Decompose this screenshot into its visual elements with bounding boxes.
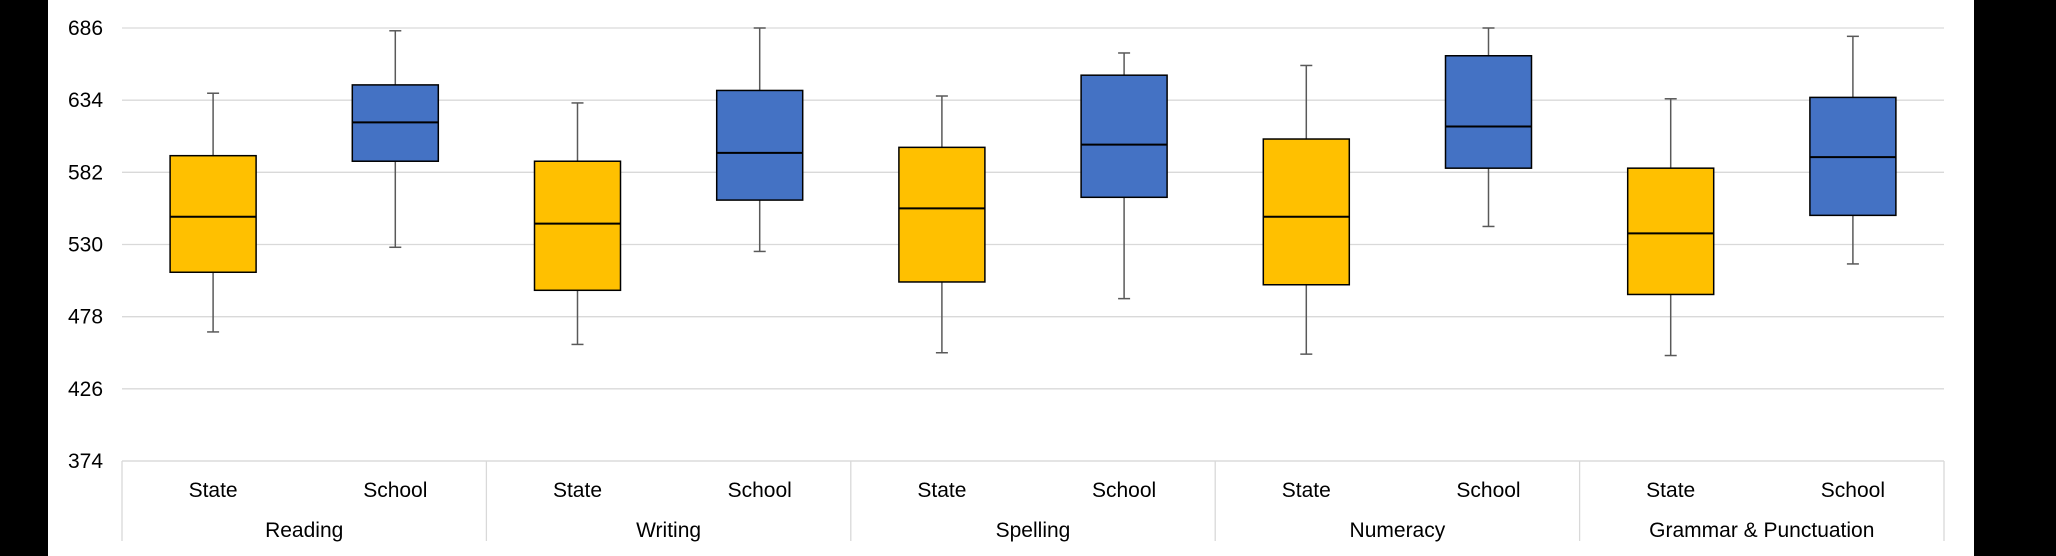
iqr-box [1444, 55, 1533, 169]
group-label: Grammar & Punctuation [1649, 519, 1874, 542]
box-grammar-punctuation-school [1809, 35, 1897, 265]
series-label-state: State [917, 479, 966, 502]
iqr-box [533, 160, 622, 292]
series-label-state: State [189, 479, 238, 502]
box-reading-school [351, 30, 440, 249]
iqr-box [169, 154, 257, 274]
series-label-state: State [553, 479, 602, 502]
box-grammar-punctuation-state [1626, 98, 1715, 357]
group-label: Numeracy [1350, 519, 1446, 542]
category-axis: Reading State School Writing State School Spel… [121, 460, 1945, 542]
series-label-state: State [1282, 479, 1331, 502]
iqr-box [898, 146, 986, 283]
box-writing-school [715, 27, 804, 253]
y-tick-label: 530 [68, 234, 103, 257]
series-label-school: School [1456, 479, 1520, 502]
iqr-box [715, 89, 804, 201]
series-label-school: School [363, 479, 427, 502]
box-numeracy-school [1444, 27, 1533, 228]
iqr-box [1626, 167, 1715, 296]
series-label-school: School [1821, 479, 1885, 502]
iqr-box [1262, 138, 1351, 286]
group-label: Writing [636, 519, 701, 542]
chart-panel: 374 426 478 530 582 634 686 Reading State School… [48, 0, 1974, 556]
iqr-box [1080, 74, 1168, 199]
group-label: Reading [265, 519, 343, 542]
box-writing-state [533, 102, 622, 346]
y-axis-tick-labels: 374 426 478 530 582 634 686 [68, 17, 103, 473]
y-tick-label: 374 [68, 450, 103, 473]
y-tick-label: 426 [68, 378, 103, 401]
series-label-school: School [1092, 479, 1156, 502]
group-label: Spelling [996, 519, 1071, 542]
y-tick-label: 478 [68, 306, 103, 329]
series-label-state: State [1646, 479, 1695, 502]
y-tick-label: 686 [68, 17, 103, 40]
series-label-school: School [728, 479, 792, 502]
y-tick-label: 582 [68, 161, 103, 184]
box-spelling-school [1080, 52, 1168, 300]
y-tick-label: 634 [68, 89, 103, 112]
box-numeracy-state [1262, 64, 1351, 355]
box-series [169, 27, 1897, 357]
box-plot-chart: 374 426 478 530 582 634 686 Reading State School… [68, 17, 1945, 542]
box-spelling-state [898, 95, 986, 354]
box-reading-state [169, 92, 257, 333]
